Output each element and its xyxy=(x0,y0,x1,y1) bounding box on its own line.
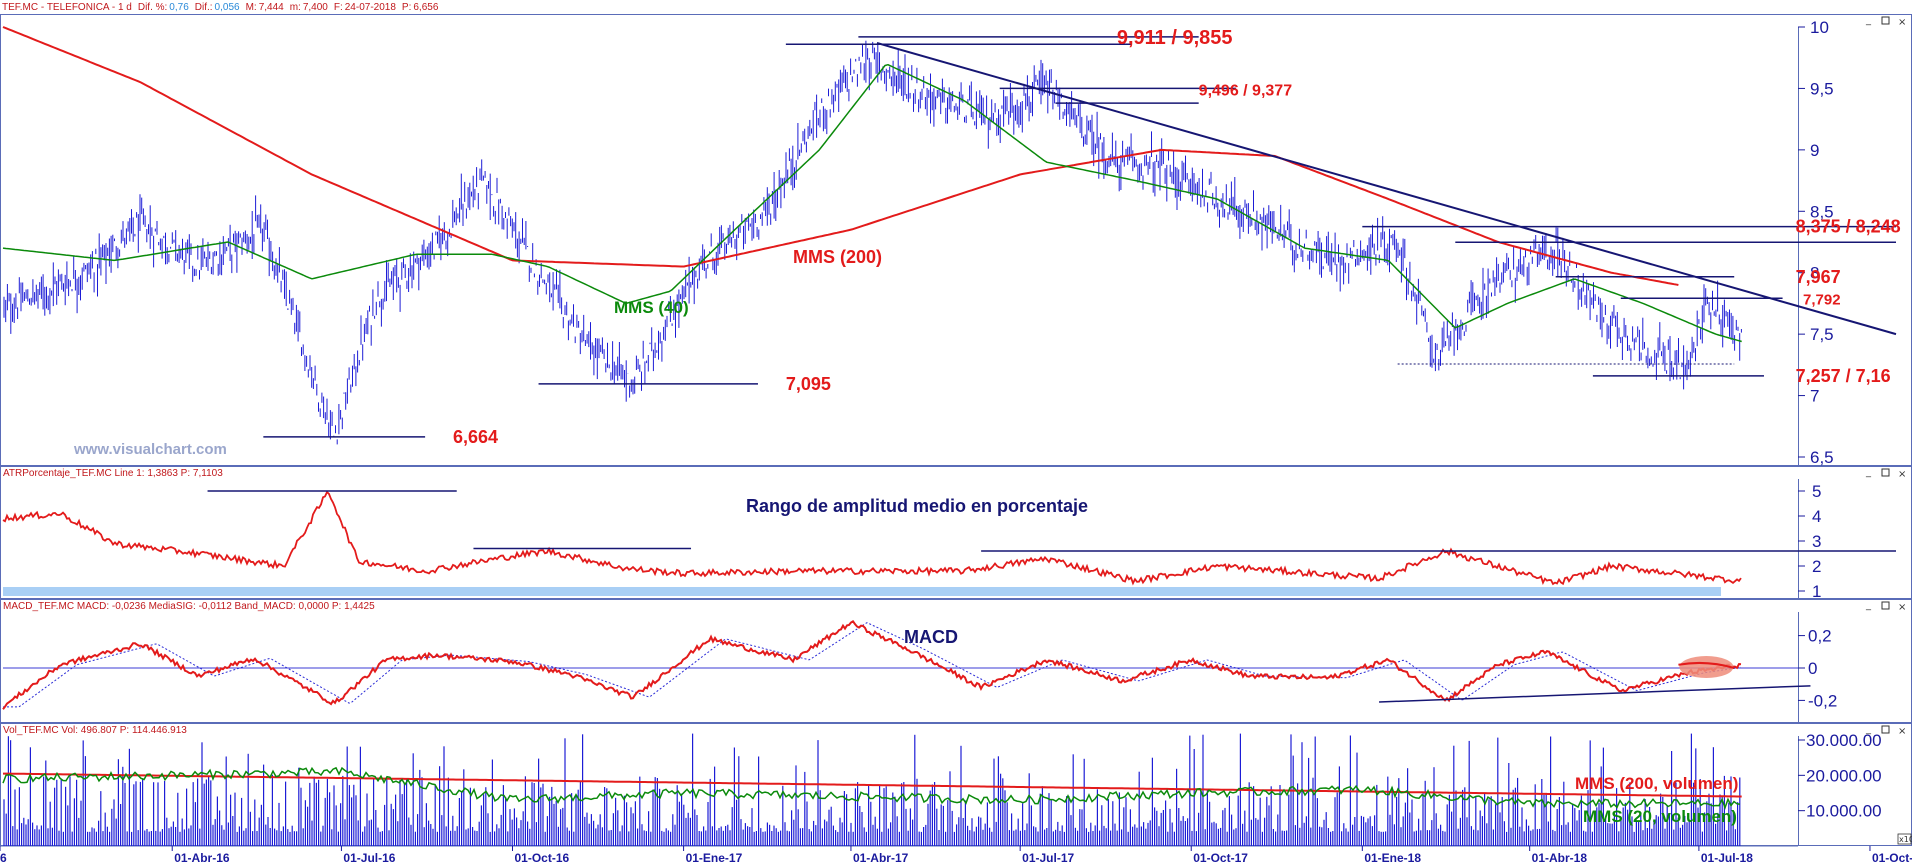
price-annotation-label: 7,257 / 7,16 xyxy=(1796,366,1891,386)
macd-y-tick-label: -0,2 xyxy=(1808,691,1837,710)
x-tick-label: 01-Oct-17 xyxy=(1193,851,1248,865)
volume-mms20-line xyxy=(2,766,1741,811)
close-button[interactable]: × xyxy=(1898,17,1906,28)
panel-header-bg-macd xyxy=(1,600,1911,612)
header-field-label: Dif.: xyxy=(195,2,213,13)
mms40-line xyxy=(2,63,1742,343)
header-field-label: m: xyxy=(290,2,301,13)
close-button[interactable]: × xyxy=(1898,602,1906,613)
macd-support-line xyxy=(1379,685,1811,703)
maximize-button[interactable] xyxy=(1881,725,1890,734)
price-y-tick-label: 7,5 xyxy=(1810,325,1834,344)
header-field-label: M: xyxy=(246,2,257,13)
atr-line xyxy=(2,490,1742,586)
minimize-button[interactable]: _ xyxy=(1865,467,1872,478)
volume-y-tick-label: 10.000.00 xyxy=(1806,802,1882,821)
minimize-button[interactable]: _ xyxy=(1865,600,1872,611)
close-button[interactable]: × xyxy=(1898,726,1906,737)
x-tick-label: 01-Ene-17 xyxy=(686,851,743,865)
panel-header-bg-volume xyxy=(1,724,1911,736)
x-tick-label: 01-Oct-16 xyxy=(515,851,570,865)
header-field-value: 0,056 xyxy=(215,2,240,13)
price-y-tick-label: 8 xyxy=(1810,264,1819,283)
price-y-tick-label: 7 xyxy=(1810,387,1819,406)
x-tick-label: 01-Abr-17 xyxy=(853,851,909,865)
minimize-button[interactable]: _ xyxy=(1865,15,1872,26)
price-annotation-label: 7,095 xyxy=(786,374,831,394)
price-y-tick-label: 10 xyxy=(1810,18,1829,37)
atr-y-tick-label: 5 xyxy=(1812,482,1821,501)
mms200-label: MMS (200) xyxy=(793,247,882,267)
minimize-button[interactable]: _ xyxy=(1865,724,1872,735)
macd-title: MACD xyxy=(904,627,958,647)
price-annotation-label: 8,375 / 8,248 xyxy=(1796,217,1901,237)
macd-line xyxy=(2,619,1742,710)
price-annotation-label: 7,792 xyxy=(1803,291,1841,308)
atr-y-tick-label: 4 xyxy=(1812,507,1821,526)
x10-badge: x10 xyxy=(1899,835,1912,844)
atr-y-tick-label: 1 xyxy=(1812,582,1821,601)
price-annotation-label: 7,967 xyxy=(1796,267,1841,287)
watermark: www.visualchart.com xyxy=(73,441,227,458)
header-field-value: 6,656 xyxy=(413,2,438,13)
macd-signal-line xyxy=(3,622,1742,708)
panel-header-bg-atr xyxy=(1,467,1911,479)
mms40-label: MMS (40) xyxy=(614,298,689,317)
header-field-value: 0,76 xyxy=(169,2,189,13)
atr-y-tick-label: 3 xyxy=(1812,532,1821,551)
title-bar-bg xyxy=(0,0,1912,14)
atr-y-tick-label: 2 xyxy=(1812,557,1821,576)
macd-panel-header: MACD_TEF.MC MACD: -0,0236 MediaSIG: -0,0… xyxy=(3,601,375,612)
x10-badge-box xyxy=(1897,833,1912,845)
header-field-label: Dif. %: xyxy=(138,2,167,13)
price-y-tick-label: 8,5 xyxy=(1810,202,1834,221)
atr-baseline-band xyxy=(3,587,1721,596)
header-field-value: 7,444 xyxy=(259,2,284,13)
x-tick-label: 01-Abr-18 xyxy=(1532,851,1588,865)
x-tick-label: 01-Jul-16 xyxy=(343,851,395,865)
downtrend-line xyxy=(876,42,1897,336)
instrument-title: TEF.MC - TELEFONICA - 1 d xyxy=(2,2,132,13)
volume-mms200-line xyxy=(3,772,1742,798)
maximize-button[interactable] xyxy=(1881,16,1890,25)
maximize-button[interactable] xyxy=(1881,601,1890,610)
price-bars-group xyxy=(3,40,1742,445)
macd-y-tick-label: 0,2 xyxy=(1808,627,1832,646)
price-annotation-label: 9,496 / 9,377 xyxy=(1199,83,1293,100)
maximize-button[interactable] xyxy=(1881,468,1890,477)
atr-title: Rango de amplitud medio en porcentaje xyxy=(746,496,1088,516)
price-y-tick-label: 6,5 xyxy=(1810,448,1834,467)
x-tick-label: 01-Oct-18 xyxy=(1872,851,1912,865)
header-field-label: F: xyxy=(334,2,343,13)
volume-mms20-label: MMS (20, volumen) xyxy=(1583,807,1737,826)
price-panel-header: TEF.MC - TELEFONICA - 1 d Dif. %: 0,76 Dif.… xyxy=(2,2,439,13)
header-field-value: 24-07-2018 xyxy=(345,2,397,13)
x-tick-label: 01-Ene-18 xyxy=(1364,851,1421,865)
atr-panel-header: ATRPorcentaje_TEF.MC Line 1: 1,3863 P: 7… xyxy=(3,468,223,479)
price-annotation-label: 6,664 xyxy=(453,427,498,447)
price-annotation-label: 9,911 / 9,855 xyxy=(1117,27,1233,49)
macd-highlight xyxy=(1679,656,1734,678)
mms200-line xyxy=(2,26,1679,286)
header-field-label: P: xyxy=(402,2,411,13)
x-tick-label: 01-Jul-17 xyxy=(1022,851,1074,865)
volume-panel-header: Vol_TEF.MC Vol: 496.807 P: 114.446.913 xyxy=(3,725,187,736)
close-button[interactable]: × xyxy=(1898,469,1906,480)
price-y-tick-label: 9,5 xyxy=(1810,79,1834,98)
volume-y-tick-label: 30.000.00 xyxy=(1806,731,1882,750)
volume-y-tick-label: 20.000.00 xyxy=(1806,766,1882,785)
volume-mms200-label: MMS (200, volumen) xyxy=(1575,774,1738,793)
macd-highlight-curve xyxy=(1678,661,1735,669)
x-tick-label: 01-Abr-16 xyxy=(174,851,230,865)
x-tick-label: 6 xyxy=(0,851,7,865)
x-tick-label: 01-Jul-18 xyxy=(1701,851,1753,865)
panel-header-bg-price xyxy=(1,15,1911,27)
price-y-tick-label: 9 xyxy=(1810,141,1819,160)
volume-bars-group xyxy=(3,733,1741,846)
macd-y-tick-label: 0 xyxy=(1808,659,1817,678)
header-field-value: 7,400 xyxy=(303,2,328,13)
